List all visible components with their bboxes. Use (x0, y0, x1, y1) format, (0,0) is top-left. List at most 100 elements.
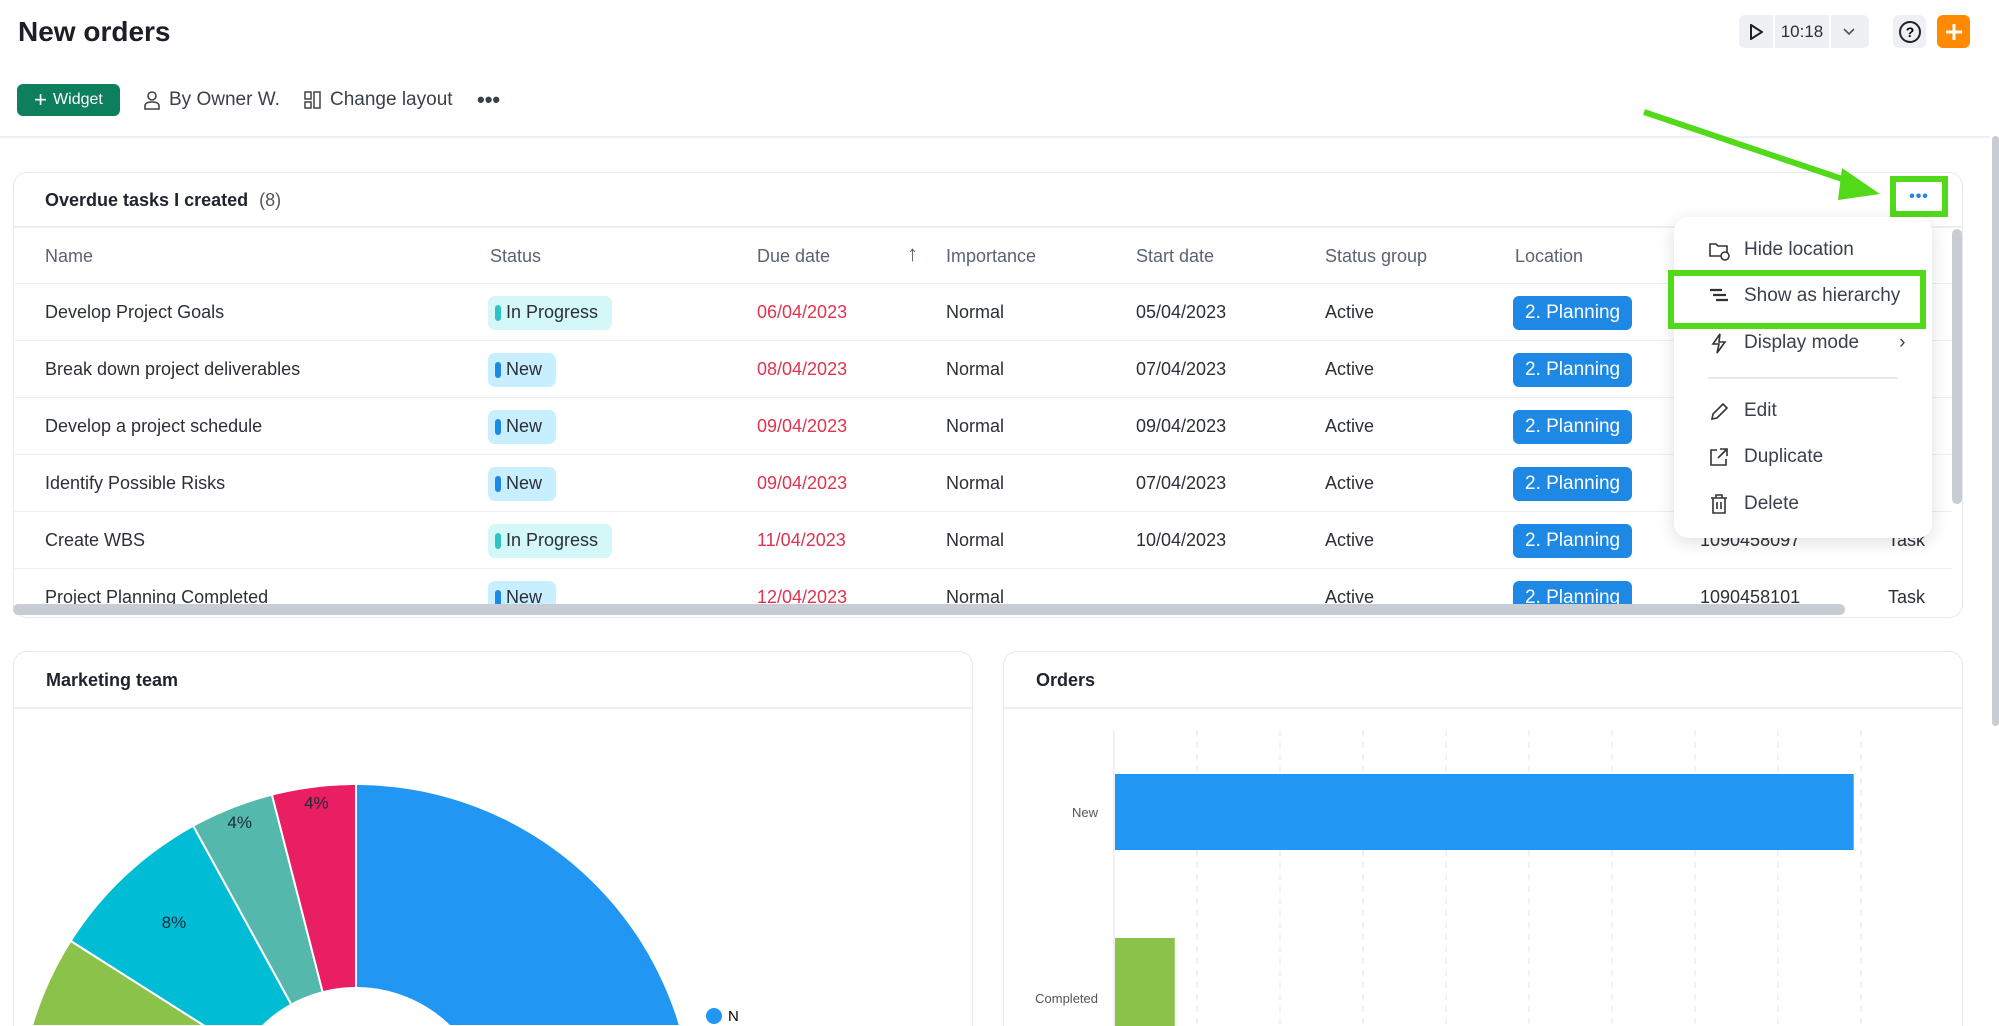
due-date: 12/04/2023 (757, 587, 848, 605)
legend-label: N (728, 1008, 739, 1025)
table-row[interactable]: Develop Project Goals In Progress 06/04/20… (13, 283, 1952, 340)
change-layout-button[interactable]: Change layout (304, 84, 453, 116)
location-badge[interactable]: 2. Planning (1513, 409, 1633, 444)
sort-ascending-icon[interactable]: ↑ (907, 241, 918, 266)
widget-title: Overdue tasks I created (8) (45, 190, 282, 210)
table-row[interactable]: Create WBS In Progress 11/04/2023 Normal 10/… (13, 511, 1952, 568)
folder-hide-icon (1709, 243, 1730, 261)
importance: Normal (946, 473, 1005, 493)
importance: Normal (946, 302, 1005, 322)
table-row[interactable]: Develop a project schedule New 09/04/2023 N… (13, 397, 1952, 454)
donut-slice[interactable] (69, 824, 293, 1026)
slice-label: 4% (304, 793, 329, 812)
divider (1004, 707, 1962, 709)
location-badge[interactable]: 2. Planning (1513, 352, 1633, 387)
due-date: 09/04/2023 (757, 416, 848, 436)
pencil-icon (1710, 402, 1729, 421)
widget-options-button[interactable]: ••• (1890, 176, 1948, 217)
chevron-right-icon: › (1899, 332, 1906, 353)
location-badge[interactable]: 2. Planning (1513, 466, 1633, 501)
add-button[interactable] (1937, 15, 1970, 48)
start-date: 07/04/2023 (1136, 359, 1227, 379)
layout-icon (304, 91, 321, 109)
column-header[interactable]: Location (1515, 246, 1584, 266)
task-name[interactable]: Project Planning Completed (45, 587, 269, 605)
chevron-down-icon[interactable] (1831, 27, 1867, 37)
task-name[interactable]: Develop Project Goals (45, 302, 225, 322)
page-scrollbar[interactable] (1992, 136, 1999, 726)
menu-divider (1708, 377, 1898, 379)
divider (14, 226, 1962, 228)
slice-label: 8% (162, 913, 187, 932)
donut-slice[interactable] (270, 783, 357, 994)
task-name[interactable]: Identify Possible Risks (45, 473, 226, 493)
annotation-arrow (1643, 109, 1880, 200)
status-badge[interactable]: New (488, 580, 557, 605)
page-title: New orders (18, 16, 171, 47)
lightning-icon (1711, 333, 1727, 354)
table-row[interactable]: Break down project deliverables New 08/04/… (13, 340, 1952, 397)
play-icon[interactable] (1739, 23, 1773, 40)
due-date: 06/04/2023 (757, 302, 848, 322)
svg-text:?: ? (1905, 24, 1914, 40)
help-icon: ? (1898, 20, 1921, 43)
donut-slice[interactable] (30, 939, 207, 1026)
task-name[interactable]: Create WBS (45, 530, 146, 550)
menu-item-show-as-hierarchy[interactable]: Show as hierarchy (1708, 285, 1900, 307)
divider (14, 707, 972, 709)
menu-item-delete[interactable]: Delete (1708, 493, 1799, 515)
trash-icon (1711, 494, 1727, 514)
legend-marker[interactable] (706, 1008, 722, 1024)
status-group: Active (1325, 473, 1375, 493)
bar[interactable] (1115, 774, 1854, 850)
task-name[interactable]: Break down project deliverables (45, 359, 301, 379)
due-date: 09/04/2023 (757, 473, 848, 493)
status-badge[interactable]: New (488, 352, 557, 387)
importance: Normal (946, 587, 1005, 605)
importance: Normal (946, 416, 1005, 436)
menu-item-edit[interactable]: Edit (1708, 400, 1777, 422)
location-badge[interactable]: 2. Planning (1513, 580, 1633, 605)
status-badge[interactable]: In Progress (488, 295, 613, 330)
column-header[interactable]: Status group (1325, 246, 1428, 266)
column-header[interactable]: Due date (757, 246, 831, 266)
start-date: 10/04/2023 (1136, 530, 1227, 550)
layout-label: Change layout (330, 89, 453, 110)
widget-options-menu: Hide location Show as hierarchy Display … (1674, 217, 1932, 538)
column-header[interactable]: Start date (1136, 246, 1215, 266)
status-badge[interactable]: New (488, 409, 557, 444)
vertical-scrollbar[interactable] (1952, 229, 1962, 504)
widget-title: Orders (1036, 670, 1096, 690)
start-date: 07/04/2023 (1136, 473, 1227, 493)
widget-title: Marketing team (46, 670, 179, 690)
divider (0, 136, 1990, 138)
add-widget-button[interactable]: + Widget (17, 84, 120, 116)
bar[interactable] (1115, 938, 1175, 1026)
table-row[interactable]: Project Planning Completed New 12/04/2023 N… (13, 568, 1952, 605)
location-badge[interactable]: 2. Planning (1513, 295, 1633, 330)
status-badge[interactable]: In Progress (488, 523, 613, 558)
horizontal-scrollbar[interactable] (13, 604, 1845, 615)
location-badge[interactable]: 2. Planning (1513, 523, 1633, 558)
donut-slice[interactable] (355, 783, 682, 1026)
task-name[interactable]: Develop a project schedule (45, 416, 263, 436)
column-header[interactable]: Name (45, 246, 94, 266)
more-options-icon[interactable]: ••• (477, 87, 501, 112)
table-row[interactable]: Identify Possible Risks New 09/04/2023 Norm… (13, 454, 1952, 511)
slice-label: 4% (227, 813, 252, 832)
help-button[interactable]: ? (1893, 15, 1926, 48)
more-options-icon: ••• (1909, 187, 1929, 205)
importance: Normal (946, 530, 1005, 550)
category-label: New (1072, 805, 1099, 820)
column-header[interactable]: Status (490, 246, 542, 266)
status-badge[interactable]: New (488, 466, 557, 501)
item-type: Task (1888, 587, 1926, 605)
menu-item-hide-location[interactable]: Hide location (1708, 239, 1854, 261)
owner-filter-button[interactable]: By Owner W. (143, 84, 280, 116)
widget-label: Widget (53, 91, 103, 108)
column-header[interactable]: Importance (946, 246, 1037, 266)
task-count: (8) (259, 190, 282, 210)
menu-item-display-mode[interactable]: Display mode › (1708, 332, 1905, 354)
menu-item-duplicate[interactable]: Duplicate (1708, 446, 1823, 468)
due-date: 08/04/2023 (757, 359, 848, 379)
